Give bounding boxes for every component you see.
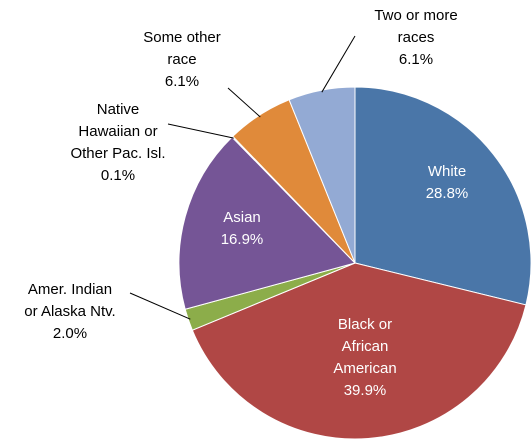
leader-line <box>129 292 191 320</box>
leader-line <box>321 35 356 93</box>
slice-label: Black or African American <box>333 316 396 377</box>
leader-line <box>227 87 261 118</box>
value-label: 6.1% <box>399 51 433 68</box>
label-line: Amer. Indian <box>28 281 112 298</box>
pie-slice <box>354 86 532 306</box>
value-label: 39.9% <box>344 382 387 399</box>
pie-slice <box>191 262 527 440</box>
label-line: Asian <box>223 209 261 226</box>
value-label: 16.9% <box>221 231 264 248</box>
slice-label: Native Hawaiian or Other Pac. Isl. <box>70 101 165 162</box>
label-line: race <box>167 51 196 68</box>
label-line: races <box>398 29 435 46</box>
label-line: Black or <box>338 316 392 333</box>
value-label: 2.0% <box>53 325 87 342</box>
label-line: Other Pac. Isl. <box>70 145 165 162</box>
label-line: Native <box>97 101 140 118</box>
label-line: White <box>428 163 466 180</box>
label-line: American <box>333 360 396 377</box>
label-line: or Alaska Ntv. <box>24 303 115 320</box>
slice-label: Asian <box>223 209 261 226</box>
label-line: Two or more <box>374 7 457 24</box>
slice-label: Two or more races <box>374 7 457 46</box>
label-line: Some other <box>143 29 221 46</box>
label-line: Hawaiian or <box>78 123 157 140</box>
slice-label: Amer. Indian or Alaska Ntv. <box>24 281 115 320</box>
label-line: African <box>342 338 389 355</box>
value-label: 28.8% <box>426 185 469 202</box>
value-label: 0.1% <box>101 167 135 184</box>
slice-label: White <box>428 163 466 180</box>
value-label: 6.1% <box>165 73 199 90</box>
slice-label: Some other race <box>143 29 221 68</box>
pie-slice <box>288 86 356 264</box>
leader-line <box>167 123 234 139</box>
pie-slice <box>178 136 356 310</box>
